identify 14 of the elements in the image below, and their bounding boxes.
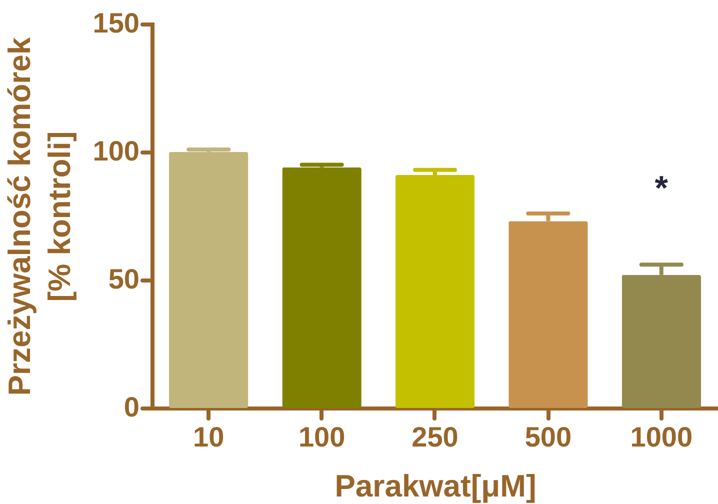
y-axis-title: Przeżywalność komórek [% kontroli] xyxy=(2,36,77,396)
x-tick-label: 100 xyxy=(298,422,346,452)
y-tick-label: 150 xyxy=(92,8,140,38)
y-tick-label: 0 xyxy=(124,392,140,422)
bar xyxy=(395,175,475,408)
annotation: * xyxy=(654,170,669,208)
y-tick-label: 100 xyxy=(92,136,140,166)
x-tick-label: 10 xyxy=(193,422,224,452)
x-tick-label: 1000 xyxy=(630,422,693,452)
y-tick-label: 50 xyxy=(108,264,140,294)
bar xyxy=(282,167,362,408)
x-axis-title: Parakwat[μM] xyxy=(334,468,536,504)
x-tick-label: 250 xyxy=(412,422,458,452)
x-tick-label: 500 xyxy=(524,422,572,452)
